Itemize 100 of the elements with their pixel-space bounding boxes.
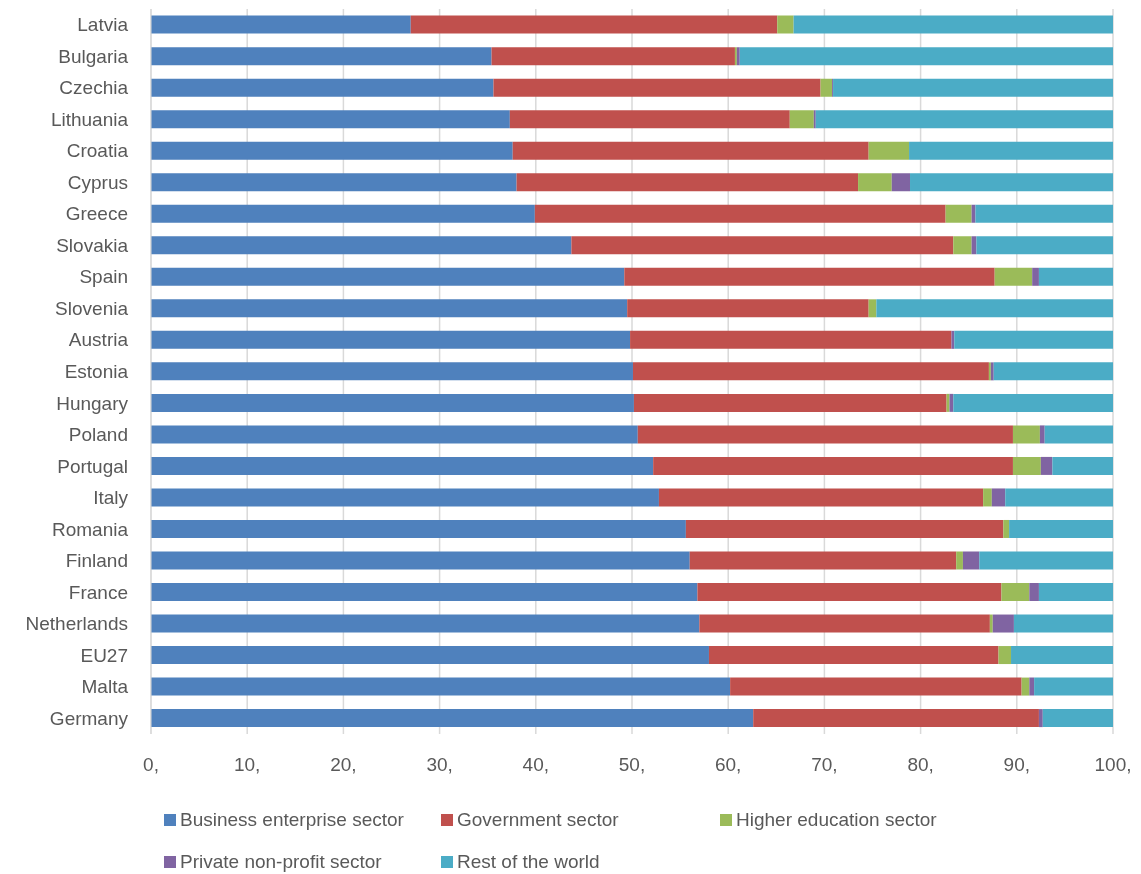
bar xyxy=(983,488,992,507)
bar xyxy=(151,456,654,475)
y-tick-label: Lithuania xyxy=(50,108,129,130)
bar xyxy=(516,173,859,192)
bar xyxy=(1005,488,1113,507)
bar xyxy=(954,330,1113,349)
bar xyxy=(624,267,995,286)
bar xyxy=(493,78,821,97)
x-tick-label: 20, xyxy=(330,753,357,775)
bar xyxy=(1029,677,1035,696)
y-tick-label: Malta xyxy=(81,676,129,698)
bar xyxy=(979,551,1113,570)
x-tick-label: 0, xyxy=(143,753,159,775)
bar xyxy=(1042,709,1113,728)
y-tick-label: Romania xyxy=(51,518,129,540)
bar xyxy=(998,646,1012,665)
bar xyxy=(815,110,1113,129)
y-tick-label: Cyprus xyxy=(67,171,128,193)
bar xyxy=(689,551,957,570)
bar xyxy=(739,47,1113,66)
bar xyxy=(151,330,631,349)
bar xyxy=(910,173,1113,192)
bar xyxy=(1021,677,1030,696)
bar xyxy=(658,488,984,507)
bar xyxy=(909,141,1113,160)
bar xyxy=(789,110,814,129)
bar xyxy=(1032,267,1039,286)
legend-label: Higher education sector xyxy=(736,809,937,831)
x-tick-label: 100, xyxy=(1094,753,1132,775)
y-tick-label: Slovakia xyxy=(56,234,129,256)
y-tick-label: Italy xyxy=(93,487,129,509)
y-tick-label: France xyxy=(68,581,128,603)
bar xyxy=(991,488,1006,507)
y-tick-label: Czechia xyxy=(59,77,129,99)
y-tick-label: Greece xyxy=(65,203,128,225)
bar xyxy=(512,141,869,160)
bar xyxy=(953,393,1113,412)
legend-label: Business enterprise sector xyxy=(180,809,404,831)
legend-label: Private non-profit sector xyxy=(180,851,382,873)
bar xyxy=(1003,519,1010,538)
y-tick-label: EU27 xyxy=(80,644,128,666)
bar xyxy=(1039,425,1045,444)
bar xyxy=(876,299,1113,318)
y-tick-label: Portugal xyxy=(57,455,128,477)
bar xyxy=(151,204,535,223)
bar xyxy=(151,425,638,444)
bar xyxy=(975,204,1113,223)
bar xyxy=(1012,456,1041,475)
bar xyxy=(637,425,1013,444)
bar xyxy=(491,47,735,66)
y-tick-label: Latvia xyxy=(77,14,129,36)
bar xyxy=(1011,646,1113,665)
bar xyxy=(151,299,628,318)
bar xyxy=(956,551,963,570)
bar xyxy=(1013,614,1113,633)
bar xyxy=(730,677,1022,696)
bar xyxy=(777,15,794,34)
bar xyxy=(976,236,1113,255)
y-tick-label: Bulgaria xyxy=(58,45,129,67)
bar xyxy=(685,519,1004,538)
bar xyxy=(151,519,686,538)
bar xyxy=(1034,677,1113,696)
bar xyxy=(699,614,990,633)
bar xyxy=(151,15,411,34)
y-tick-label: Spain xyxy=(79,266,128,288)
bar xyxy=(633,393,947,412)
bar xyxy=(949,393,954,412)
bar xyxy=(151,488,659,507)
x-tick-label: 70, xyxy=(811,753,838,775)
bar xyxy=(571,236,954,255)
x-tick-label: 80, xyxy=(907,753,934,775)
x-tick-label: 50, xyxy=(618,753,646,775)
bar xyxy=(993,362,1113,381)
bar xyxy=(708,646,999,665)
bar xyxy=(962,551,980,570)
x-tick-label: 10, xyxy=(233,753,261,775)
bar xyxy=(1009,519,1113,538)
bar xyxy=(858,173,892,192)
bar xyxy=(1040,456,1053,475)
bar xyxy=(820,78,833,97)
legend-label: Rest of the world xyxy=(457,851,600,873)
bar xyxy=(151,551,690,570)
y-tick-label: Finland xyxy=(65,550,128,572)
bar xyxy=(697,583,1002,602)
bar xyxy=(1038,583,1113,602)
bar xyxy=(994,267,1033,286)
bar xyxy=(151,677,731,696)
bar xyxy=(151,709,754,728)
bar xyxy=(151,236,572,255)
bar xyxy=(151,110,510,129)
bar xyxy=(653,456,1013,475)
bar xyxy=(989,614,993,633)
bar xyxy=(1012,425,1040,444)
bar xyxy=(632,362,989,381)
bar xyxy=(627,299,869,318)
bar xyxy=(151,47,492,66)
y-tick-label: Germany xyxy=(49,707,129,729)
bar xyxy=(1052,456,1113,475)
bar xyxy=(1038,709,1043,728)
bar xyxy=(1038,267,1113,286)
